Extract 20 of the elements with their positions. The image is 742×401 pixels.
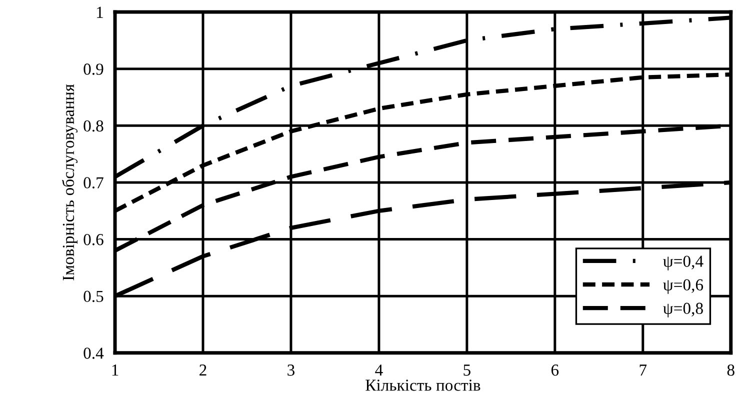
x-tick-label: 8 [727, 364, 734, 376]
x-tick-label: 7 [640, 364, 647, 376]
x-tick-label: 5 [464, 364, 470, 376]
x-tick-label: 1 [112, 364, 118, 376]
y-tick-label: 0.7 [84, 177, 104, 188]
y-tick-label: 0.4 [84, 348, 104, 359]
y-axis-title: Імовірність обслуговування [62, 84, 78, 280]
legend-label: ψ=0,6 [663, 279, 704, 294]
x-tick-label: 2 [200, 364, 206, 376]
legend-label: ψ=0,4 [663, 256, 704, 270]
y-tick-label: 0.6 [84, 234, 104, 246]
y-tick-label: 1 [97, 6, 103, 18]
x-tick-label: 3 [288, 364, 294, 376]
x-axis-title: Кількість постів [366, 380, 480, 391]
y-tick-label: 0.9 [84, 64, 104, 75]
x-tick-label: 6 [551, 364, 559, 376]
y-tick-label: 0.8 [84, 120, 104, 132]
legend-label: ψ=0,8 [663, 302, 703, 318]
y-tick-label: 0.5 [84, 290, 104, 302]
x-tick-label: 4 [375, 364, 383, 376]
